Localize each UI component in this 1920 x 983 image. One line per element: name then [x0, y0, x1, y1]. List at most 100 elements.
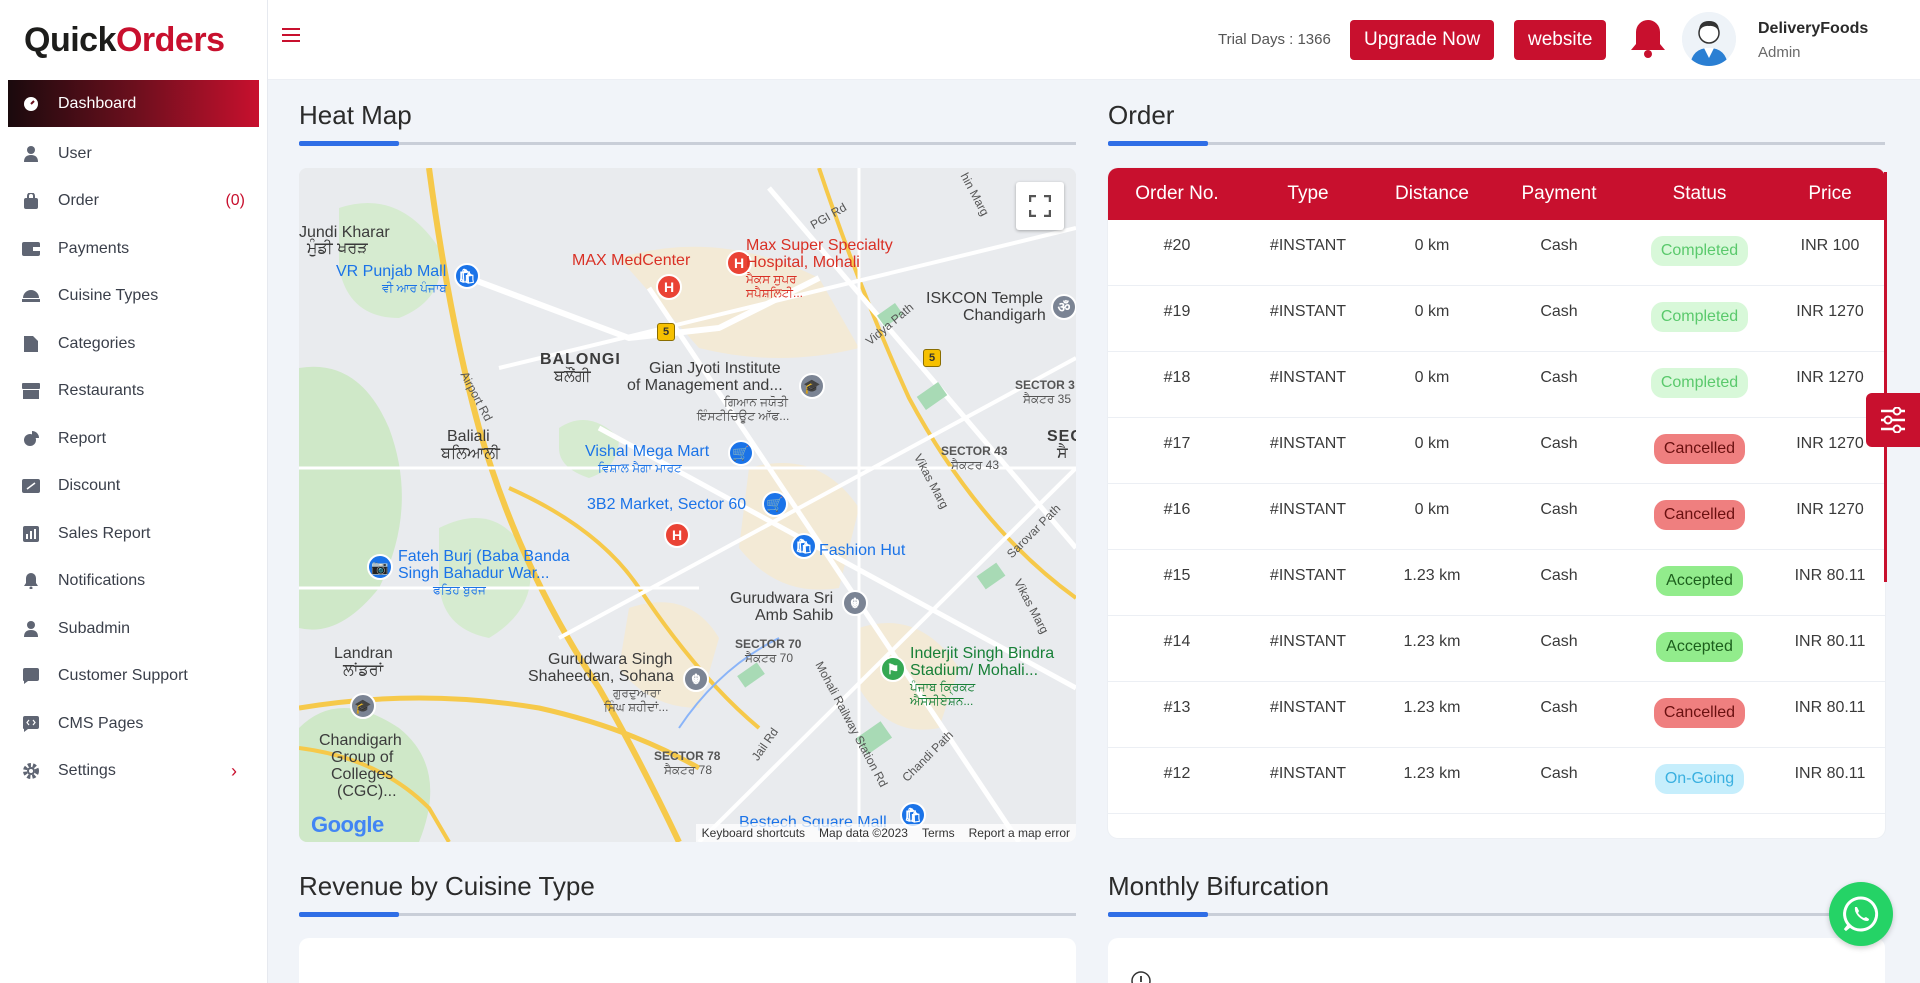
hospital-pin-icon[interactable]: H: [664, 522, 690, 548]
keyboard-shortcuts-link[interactable]: Keyboard shortcuts: [701, 826, 806, 840]
terms-link[interactable]: Terms: [921, 826, 955, 840]
order-number-cell: #18: [1163, 368, 1191, 386]
table-row[interactable]: #17 #INSTANT 0 km Cash Cancelled INR 1270: [1108, 418, 1885, 484]
map-label: Gurudwara Sri: [730, 590, 834, 607]
map-label: ਸੈਕਟਰ 70: [745, 651, 793, 665]
distance-cell: 0 km: [1414, 368, 1450, 386]
table-row[interactable]: #19 #INSTANT 0 km Cash Completed INR 1270: [1108, 286, 1885, 352]
sidebar-item-customer-support[interactable]: Customer Support: [8, 653, 259, 701]
shopping-pin-icon[interactable]: 🛍: [900, 802, 926, 828]
map-label: Fateh Burj (Baba Banda: [398, 548, 570, 565]
order-number-cell: #13: [1163, 698, 1191, 716]
hospital-pin-icon[interactable]: H: [656, 274, 682, 300]
heat-map[interactable]: 🛍 H H ॐ 🎓 🛒 🛒 H 🛍 📷 ☬ ☬ ⚑ 🎓 🛍 5 5 Jundi …: [299, 168, 1076, 842]
upgrade-now-button[interactable]: Upgrade Now: [1350, 20, 1495, 60]
sidebar-item-notifications[interactable]: Notifications: [8, 558, 259, 606]
google-logo: Google: [311, 812, 384, 838]
table-row[interactable]: #13 #INSTANT 1.23 km Cash Cancelled INR 80.11: [1108, 682, 1885, 748]
map-background: [299, 168, 1076, 842]
revenue-title: Revenue by Cuisine Type: [299, 871, 595, 901]
shopping-pin-icon[interactable]: 🛍: [454, 263, 480, 289]
menu-toggle-icon[interactable]: [282, 28, 300, 44]
sidebar-item-cms-pages[interactable]: CMS Pages: [8, 700, 259, 748]
filter-settings-button[interactable]: [1866, 393, 1920, 447]
sidebar-item-label: Customer Support: [58, 667, 188, 685]
map-label: ਲਾਂਡਰਾਂ: [343, 662, 384, 679]
sidebar-item-label: Discount: [58, 477, 121, 495]
map-label: MAX MedCenter: [572, 252, 691, 269]
payment-cell: Cash: [1540, 764, 1578, 782]
school-pin-icon[interactable]: 🎓: [350, 693, 376, 719]
map-label: Max Super Specialty: [746, 237, 893, 254]
shopping-pin-icon[interactable]: 🛍: [791, 533, 817, 559]
cuisine-icon: [22, 287, 40, 305]
sidebar-item-restaurants[interactable]: Restaurants: [8, 368, 259, 416]
whatsapp-button[interactable]: [1829, 882, 1893, 946]
sidebar-item-label: CMS Pages: [58, 714, 144, 732]
highway-shield-icon: 5: [657, 323, 675, 341]
sidebar-item-cuisine-types[interactable]: Cuisine Types: [8, 273, 259, 321]
table-row[interactable]: #14 #INSTANT 1.23 km Cash Accepted INR 80.11: [1108, 616, 1885, 682]
map-label: Group of: [331, 749, 394, 766]
sidebar-item-dashboard[interactable]: Dashboard: [8, 80, 259, 127]
sidebar-item-payments[interactable]: Payments: [8, 225, 259, 273]
website-button[interactable]: website: [1514, 20, 1607, 60]
sidebar-item-subadmin[interactable]: Subadmin: [8, 605, 259, 653]
sidebar-item-report[interactable]: Report: [8, 415, 259, 463]
map-label: Singh Bahadur War...: [398, 565, 550, 582]
sidebar: Quick Orders Dashboard User Order (0) Pay…: [0, 0, 268, 983]
type-cell: #INSTANT: [1269, 566, 1347, 584]
gurudwara-pin-icon[interactable]: ☬: [842, 590, 868, 616]
map-label: ਬਲੌਂਗੀ: [554, 368, 591, 385]
avatar[interactable]: [1682, 12, 1736, 66]
user-name: DeliveryFoods: [1758, 20, 1869, 37]
type-cell: #INSTANT: [1269, 434, 1347, 452]
distance-cell: 0 km: [1414, 500, 1450, 518]
hospital-pin-icon[interactable]: H: [726, 250, 752, 276]
map-label: ਬਲਿਆਲੀ: [441, 445, 500, 462]
distance-cell: 1.23 km: [1403, 698, 1461, 716]
report-map-error-link[interactable]: Report a map error: [968, 826, 1070, 840]
table-row[interactable]: #20 #INSTANT 0 km Cash Completed INR 100: [1108, 220, 1885, 286]
gurudwara-pin-icon[interactable]: ☬: [683, 666, 709, 692]
map-label: ਸੈਕਟਰ 43: [951, 458, 999, 472]
camera-pin-icon[interactable]: 📷: [367, 554, 393, 580]
map-label: Fashion Hut: [819, 542, 906, 559]
chevron-right-icon: ›: [231, 760, 237, 781]
orders-table-header: Order No. Type Distance Payment Status P…: [1108, 168, 1885, 220]
sidebar-item-order[interactable]: Order (0): [8, 178, 259, 226]
sidebar-item-label: Sales Report: [58, 524, 151, 542]
sidebar-item-discount[interactable]: Discount: [8, 463, 259, 511]
map-fullscreen-button[interactable]: [1016, 182, 1064, 230]
table-row[interactable]: #12 #INSTANT 1.23 km Cash On-Going INR 80.11: [1108, 748, 1885, 814]
column-header-payment: Payment: [1521, 183, 1597, 204]
school-pin-icon[interactable]: 🎓: [799, 373, 825, 399]
table-row[interactable]: #15 #INSTANT 1.23 km Cash Accepted INR 80.11: [1108, 550, 1885, 616]
map-label: ਵਿਸ਼ਾਲ ਮੈਗਾ ਮਾਰਟ: [598, 461, 682, 475]
cart-pin-icon[interactable]: 🛒: [728, 440, 754, 466]
sidebar-item-categories[interactable]: Categories: [8, 320, 259, 368]
column-header-status: Status: [1672, 183, 1727, 204]
sidebar-item-user[interactable]: User: [8, 130, 259, 178]
table-row[interactable]: #16 #INSTANT 0 km Cash Cancelled INR 1270: [1108, 484, 1885, 550]
map-label: ਮੁੰਡੀ ਖਰੜ: [307, 240, 368, 257]
cart-pin-icon[interactable]: 🛒: [762, 491, 788, 517]
map-label: VR Punjab Mall: [336, 263, 447, 280]
sidebar-item-sales-report[interactable]: Sales Report: [8, 510, 259, 558]
temple-pin-icon[interactable]: ॐ: [1051, 294, 1076, 320]
sidebar-item-settings[interactable]: Settings ›: [8, 748, 259, 796]
sidebar-item-label: Order: [58, 192, 99, 210]
stadium-pin-icon[interactable]: ⚑: [880, 656, 906, 682]
brand-logo[interactable]: Quick Orders: [0, 0, 267, 80]
distance-cell: 1.23 km: [1403, 764, 1461, 782]
table-row[interactable]: #18 #INSTANT 0 km Cash Completed INR 1270: [1108, 352, 1885, 418]
notification-bell-icon[interactable]: [1630, 18, 1666, 58]
status-cell: Cancelled: [1624, 433, 1775, 464]
order-title-underline: [1108, 141, 1885, 146]
order-number-cell: #19: [1163, 302, 1191, 320]
status-badge: On-Going: [1654, 763, 1745, 794]
sidebar-item-label: Cuisine Types: [58, 287, 159, 305]
status-cell: On-Going: [1624, 763, 1775, 794]
map-label: Vishal Mega Mart: [585, 443, 710, 460]
map-label: BALONGI: [540, 351, 621, 368]
